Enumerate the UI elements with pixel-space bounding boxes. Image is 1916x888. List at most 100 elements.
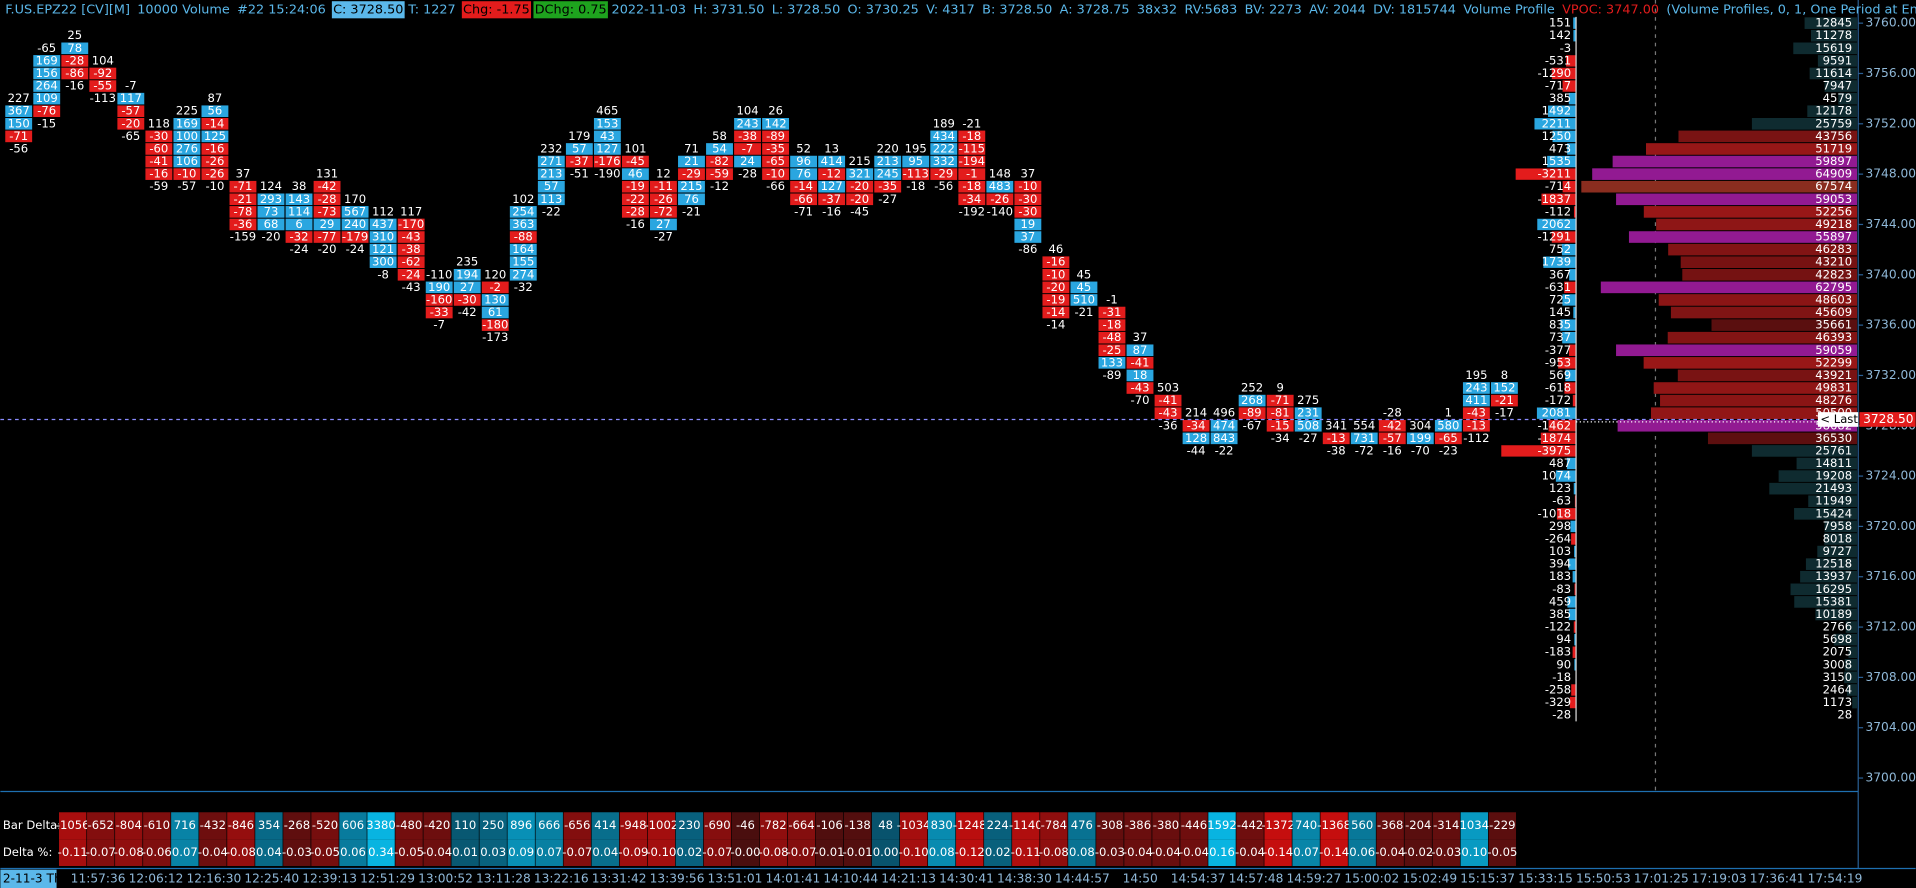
bar-delta-cell bbox=[675, 812, 704, 840]
footprint-value: 58 bbox=[712, 129, 727, 143]
delta-bar bbox=[1573, 621, 1577, 633]
delta-pct-cell bbox=[1376, 839, 1404, 867]
footprint-value: -10 bbox=[1046, 267, 1065, 281]
bar-delta-cell bbox=[283, 812, 311, 840]
delta-pct-cell bbox=[1096, 839, 1124, 867]
footprint-cell bbox=[425, 294, 453, 306]
footprint-value: 26 bbox=[768, 104, 783, 118]
footprint-value: -16 bbox=[149, 167, 168, 181]
footprint-cell bbox=[229, 218, 257, 231]
footprint-value: -44 bbox=[1187, 443, 1206, 457]
delta-value: 367 bbox=[1549, 267, 1571, 281]
footprint-value: 13 bbox=[824, 141, 839, 155]
bar-delta-cell bbox=[1264, 812, 1292, 840]
bar-delta-cell bbox=[899, 812, 928, 840]
footprint-value: 43 bbox=[600, 129, 615, 143]
footprint-value: 156 bbox=[36, 66, 58, 80]
bar-delta-value: 110 bbox=[454, 818, 476, 832]
footprint-cell bbox=[1098, 306, 1126, 319]
time-label: 13:00:52 bbox=[418, 871, 473, 885]
footprint-cell bbox=[986, 193, 1014, 206]
footprint-column: 503-41-43-36 bbox=[1154, 381, 1182, 432]
time-label: 13:39:56 bbox=[650, 871, 705, 885]
time-label: 13:31:42 bbox=[592, 871, 647, 885]
price-tick-label: 3712.00 bbox=[1866, 620, 1916, 634]
footprint-value: 310 bbox=[372, 230, 394, 244]
time-label: 13:51:01 bbox=[708, 871, 763, 885]
delta-pct-value: 0.34 bbox=[368, 845, 394, 859]
profile-bar bbox=[1805, 558, 1857, 570]
delta-pct-cell bbox=[703, 839, 732, 867]
profile-bar bbox=[1844, 671, 1857, 684]
footprint-value: -18 bbox=[906, 179, 925, 193]
profile-bar bbox=[1656, 218, 1857, 231]
footprint-value: 155 bbox=[512, 255, 534, 269]
profile-bar bbox=[1824, 533, 1857, 545]
time-label: 14:21:13 bbox=[881, 871, 936, 885]
footprint-cell bbox=[1266, 407, 1294, 419]
footprint-value: -77 bbox=[318, 230, 337, 244]
bar-delta-value: -656 bbox=[564, 818, 590, 832]
header-item: T: 1227 bbox=[407, 2, 455, 17]
delta-bar bbox=[1571, 533, 1577, 545]
footprint-cell bbox=[201, 155, 229, 168]
bar-delta-cell bbox=[1040, 812, 1068, 840]
delta-pct-value: 0.09 bbox=[508, 845, 534, 859]
footprint-cell bbox=[1350, 432, 1378, 445]
footprint-value: -7 bbox=[125, 79, 137, 93]
bar-delta-cell bbox=[1432, 812, 1460, 840]
time-label: 11:57:36 bbox=[71, 871, 126, 885]
footprint-value: -66 bbox=[794, 192, 813, 206]
footprint-cell bbox=[1462, 419, 1490, 432]
footprint-cell bbox=[313, 218, 341, 231]
footprint-value: -65 bbox=[121, 129, 140, 143]
profile-value: 2464 bbox=[1823, 682, 1853, 696]
time-label: 15:15:37 bbox=[1460, 871, 1515, 885]
delta-value: -3 bbox=[1560, 41, 1572, 55]
footprint-cell bbox=[229, 180, 257, 193]
footprint-value: -27 bbox=[1299, 431, 1318, 445]
footprint-value: -70 bbox=[1411, 443, 1430, 457]
footprint-cell bbox=[734, 118, 761, 130]
footprint-value: -29 bbox=[934, 167, 953, 181]
delta-value: -1462 bbox=[1537, 418, 1571, 432]
footprint-value: 6 bbox=[295, 217, 302, 231]
footprint-cell bbox=[453, 268, 481, 281]
delta-bar bbox=[1568, 92, 1577, 105]
footprint-value: -51 bbox=[570, 167, 589, 181]
footprint-value: 46 bbox=[628, 167, 643, 181]
footprint-cell bbox=[734, 155, 761, 168]
profile-value: 46283 bbox=[1815, 242, 1852, 256]
profile-bar bbox=[1845, 621, 1857, 633]
delta-bar bbox=[1574, 583, 1577, 595]
footprint-cell bbox=[1098, 331, 1126, 344]
delta-value: 298 bbox=[1549, 519, 1571, 533]
footprint-value: 52 bbox=[796, 141, 811, 155]
footprint-cell bbox=[453, 294, 481, 306]
delta-value: -63 bbox=[1552, 494, 1571, 508]
bar-delta-value: -782 bbox=[760, 818, 786, 832]
delta-value: -28 bbox=[1552, 708, 1571, 722]
profile-value: 3008 bbox=[1823, 657, 1853, 671]
delta-value: 94 bbox=[1556, 632, 1571, 646]
profile-bar bbox=[1612, 155, 1857, 168]
footprint-value: -42 bbox=[458, 305, 477, 319]
footprint-value: -38 bbox=[402, 242, 421, 256]
footprint-value: 131 bbox=[316, 167, 338, 181]
footprint-value: 124 bbox=[260, 179, 282, 193]
bar-delta-value: 48 bbox=[878, 818, 893, 832]
profile-value: 35661 bbox=[1815, 318, 1852, 332]
profile-value: 15381 bbox=[1815, 594, 1852, 608]
footprint-value: 367 bbox=[8, 104, 30, 118]
footprint-value: -73 bbox=[318, 204, 337, 218]
bar-delta-cell bbox=[956, 812, 984, 840]
footprint-value: 18 bbox=[1133, 368, 1148, 382]
time-label: 14:30:41 bbox=[939, 871, 994, 885]
